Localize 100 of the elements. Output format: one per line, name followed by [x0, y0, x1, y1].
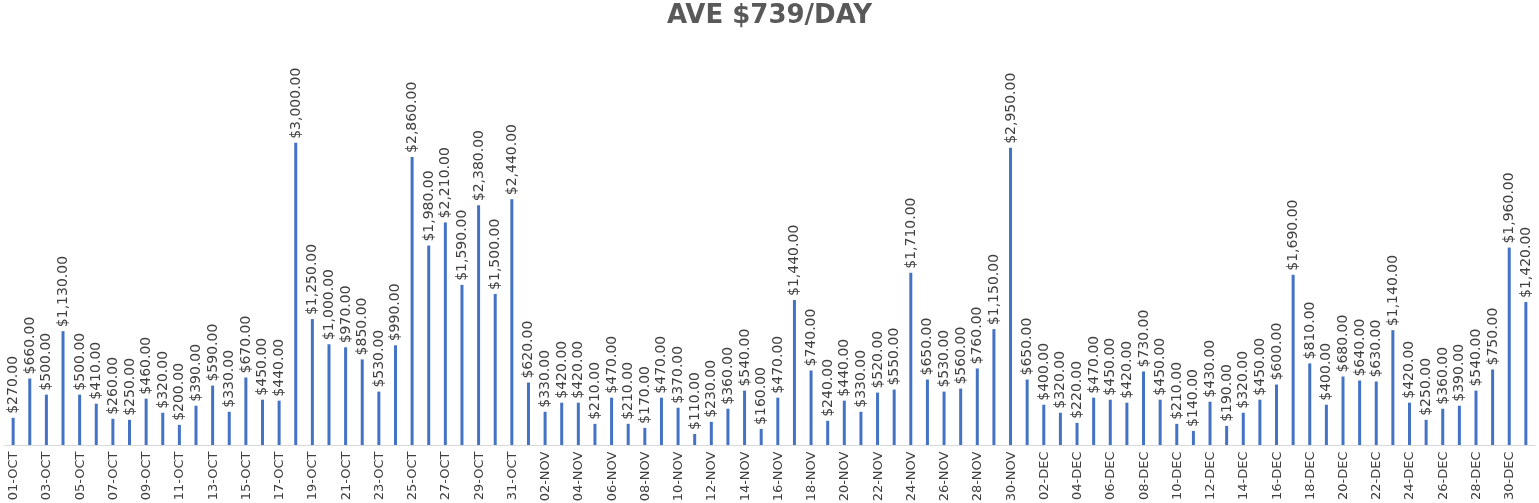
- bar: [194, 405, 198, 445]
- data-label: $530.00: [369, 329, 386, 388]
- bar: [1308, 363, 1312, 445]
- bar: [344, 347, 348, 445]
- data-label: $270.00: [4, 355, 21, 414]
- x-tick-label: 31-OCT: [503, 451, 519, 501]
- data-label: $990.00: [386, 283, 403, 342]
- bar: [1075, 422, 1079, 445]
- data-label: $470.00: [768, 335, 785, 394]
- data-label: $650.00: [1018, 317, 1035, 376]
- bar: [1142, 371, 1146, 445]
- data-label: $440.00: [835, 338, 852, 397]
- bar: [393, 345, 397, 445]
- bar: [792, 299, 796, 445]
- data-label: $600.00: [1267, 322, 1284, 381]
- bar: [1507, 247, 1511, 445]
- bar: [1009, 147, 1013, 445]
- data-label: $430.00: [1201, 339, 1218, 398]
- bar: [1175, 423, 1179, 445]
- bar: [892, 389, 896, 445]
- data-label: $190.00: [1217, 363, 1234, 422]
- x-tick-label: 04-NOV: [570, 451, 586, 502]
- bar: [244, 377, 248, 445]
- data-label: $520.00: [868, 330, 885, 389]
- data-label: $630.00: [1367, 319, 1384, 378]
- x-tick-label: 10-DEC: [1168, 451, 1184, 501]
- data-label: $470.00: [602, 335, 619, 394]
- data-label: $330.00: [536, 349, 553, 408]
- data-label: $210.00: [585, 361, 602, 420]
- data-label: $1,690.00: [1284, 199, 1301, 271]
- bar: [1208, 401, 1212, 445]
- bar: [526, 382, 530, 445]
- bar: [560, 402, 564, 445]
- bar: [809, 370, 813, 445]
- bar: [227, 411, 231, 445]
- data-label: $530.00: [935, 329, 952, 388]
- x-tick-label: 05-OCT: [71, 451, 87, 501]
- bar: [1491, 369, 1495, 445]
- data-label: $850.00: [353, 297, 370, 356]
- bar: [410, 156, 414, 445]
- x-tick-label: 02-NOV: [537, 451, 553, 502]
- data-label: $420.00: [1117, 340, 1134, 399]
- data-label: $470.00: [1084, 335, 1101, 394]
- bar: [826, 420, 830, 445]
- data-label: $360.00: [718, 346, 735, 405]
- data-label: $110.00: [685, 372, 702, 430]
- bar: [659, 397, 663, 445]
- x-tick-label: 20-NOV: [836, 451, 852, 502]
- bar: [1424, 419, 1428, 445]
- x-tick-label: 17-OCT: [271, 451, 287, 501]
- bar: [1474, 390, 1478, 445]
- bar: [1092, 397, 1096, 445]
- data-label: $420.00: [569, 340, 586, 399]
- data-label: $200.00: [170, 362, 187, 421]
- bar: [11, 417, 15, 445]
- bar: [460, 284, 464, 445]
- data-label: $540.00: [735, 328, 752, 387]
- x-tick-label: 14-NOV: [736, 451, 752, 502]
- bar: [1191, 430, 1195, 445]
- data-label: $140.00: [1184, 368, 1201, 427]
- data-label: $1,150.00: [984, 253, 1001, 326]
- data-label: $320.00: [1234, 350, 1251, 409]
- data-label: $1,500.00: [486, 218, 503, 290]
- bar: [776, 397, 780, 445]
- bar: [427, 245, 431, 445]
- bar: [1158, 399, 1162, 445]
- data-label: $400.00: [1317, 342, 1334, 401]
- bar: [1358, 380, 1362, 445]
- bar: [610, 397, 614, 445]
- bar: [377, 391, 381, 445]
- data-label: $1,960.00: [1500, 172, 1517, 244]
- bar: [1324, 404, 1328, 445]
- x-tick-label: 10-NOV: [670, 451, 686, 502]
- bar: [1291, 274, 1295, 445]
- data-label: $2,210.00: [436, 147, 453, 219]
- data-label: $330.00: [220, 349, 237, 408]
- data-label: $390.00: [1450, 343, 1467, 402]
- data-label: $1,140.00: [1383, 254, 1400, 327]
- x-tick-label: 01-OCT: [5, 451, 21, 501]
- x-tick-label: 14-DEC: [1235, 451, 1251, 501]
- x-tick-label: 18-DEC: [1301, 451, 1317, 501]
- data-label: $240.00: [818, 358, 835, 417]
- bar: [61, 331, 65, 445]
- bar: [1225, 425, 1229, 445]
- bar: [925, 379, 929, 445]
- bar: [111, 418, 115, 445]
- bar: [1275, 384, 1279, 445]
- x-tick-label: 24-DEC: [1401, 451, 1417, 501]
- bar: [693, 433, 697, 445]
- x-tick-label: 06-NOV: [603, 451, 619, 502]
- x-tick-label: 02-DEC: [1035, 451, 1051, 501]
- data-label: $390.00: [187, 343, 203, 402]
- data-label: $230.00: [702, 359, 719, 418]
- x-tick-label: 28-DEC: [1467, 451, 1483, 501]
- data-label: $1,590.00: [452, 209, 469, 281]
- data-label: $810.00: [1300, 301, 1317, 360]
- data-label: $450.00: [1101, 337, 1118, 396]
- data-label: $210.00: [1167, 361, 1184, 420]
- bar: [576, 402, 580, 445]
- data-label: $250.00: [1417, 357, 1434, 416]
